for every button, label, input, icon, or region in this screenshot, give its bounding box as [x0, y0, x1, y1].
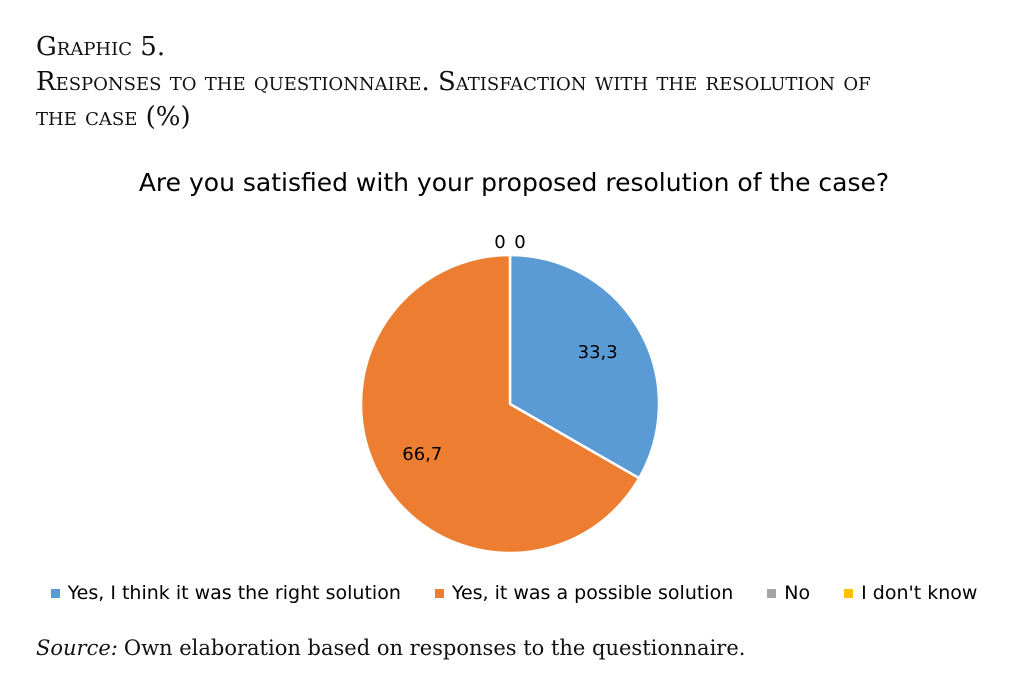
figure-number: Graphic 5. — [36, 32, 166, 62]
legend-swatch-right-solution — [50, 588, 60, 598]
pie-slice-right-solution — [508, 253, 661, 480]
figure-caption-line-2: the case (%) — [36, 102, 191, 132]
legend-label-right-solution: Yes, I think it was the right solution — [67, 582, 401, 604]
legend-label-dont-know: I don't know — [861, 582, 978, 604]
legend: Yes, I think it was the right solution Y… — [0, 582, 1028, 604]
legend-item-no: No — [767, 582, 810, 604]
data-label-possible-solution: 66,7 — [402, 444, 442, 465]
legend-item-possible-solution: Yes, it was a possible solution — [434, 582, 734, 604]
legend-swatch-no — [767, 588, 777, 598]
legend-swatch-dont-know — [844, 588, 854, 598]
source-note: Source: Own elaboration based on response… — [36, 636, 745, 660]
source-label: Source: — [36, 636, 118, 660]
legend-label-possible-solution: Yes, it was a possible solution — [451, 582, 734, 604]
data-label-no: 0 — [494, 232, 505, 253]
legend-item-right-solution: Yes, I think it was the right solution — [50, 582, 401, 604]
legend-label-no: No — [784, 582, 811, 604]
pie-chart: 33,3 66,7 0 0 — [359, 232, 661, 555]
figure-heading: Graphic 5. Responses to the questionnair… — [36, 30, 1006, 135]
legend-item-dont-know: I don't know — [844, 582, 977, 604]
chart-title: Are you satisfied with your proposed res… — [138, 168, 890, 197]
data-label-right-solution: 33,3 — [578, 342, 618, 363]
pie-slice-possible-solution — [359, 253, 641, 555]
legend-swatch-possible-solution — [434, 588, 444, 598]
figure-caption-line-1: Responses to the questionnaire. Satisfac… — [36, 67, 871, 97]
source-text: Own elaboration based on responses to th… — [123, 636, 746, 660]
data-label-dont-know: 0 — [514, 232, 525, 253]
